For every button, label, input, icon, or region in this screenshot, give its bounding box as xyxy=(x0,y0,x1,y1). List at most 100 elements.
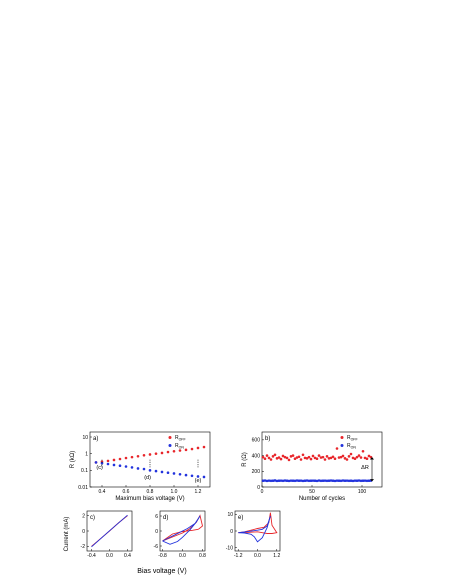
panel-label: d) xyxy=(163,515,168,521)
panel-e: -1.2 0.0 1.2 -10 0 10 e) xyxy=(226,510,280,559)
data-point-r-on xyxy=(184,473,188,477)
data-point-r-off xyxy=(341,454,345,458)
data-point-r-on xyxy=(305,479,309,482)
data-point-r-off xyxy=(166,450,170,454)
data-point-r-on xyxy=(359,479,363,483)
x-tick-label: -1.2 xyxy=(234,553,243,559)
panel-label: c) xyxy=(90,515,95,521)
data-point-r-on xyxy=(339,479,343,483)
legend-subscript: ON xyxy=(351,446,357,450)
data-point-r-off xyxy=(315,457,319,461)
data-point-r-on xyxy=(196,475,200,478)
y-tick-label: 200 xyxy=(252,469,261,475)
data-point-r-on xyxy=(307,479,311,483)
data-point-r-on xyxy=(295,479,299,482)
data-point-r-off xyxy=(333,457,337,461)
legend-label: RON xyxy=(175,443,184,450)
data-point-r-off xyxy=(351,456,355,460)
data-point-r-on xyxy=(351,479,355,483)
legend-marker xyxy=(168,436,172,439)
data-point-r-off xyxy=(124,456,128,460)
data-point-r-on xyxy=(172,472,176,475)
data-point-r-on xyxy=(291,479,295,483)
y-tick-label: 10 xyxy=(82,435,88,441)
data-point-r-on xyxy=(261,479,265,483)
data-point-r-off xyxy=(335,447,339,450)
data-point-r-off xyxy=(357,454,361,457)
x-tick-label: 0.0 xyxy=(106,553,113,559)
x-tick-label: 0.4 xyxy=(99,489,106,495)
y-axis-bottom-label: Current (mA) xyxy=(64,517,70,552)
data-point-r-off xyxy=(287,458,291,462)
data-point-r-off xyxy=(271,455,275,458)
data-point-r-on xyxy=(299,479,303,482)
data-point-r-on xyxy=(323,479,327,482)
data-point-r-on xyxy=(317,479,321,482)
legend-text: R xyxy=(347,435,351,441)
panel-label: b) xyxy=(265,436,270,442)
data-point-r-off xyxy=(263,457,267,461)
data-point-r-off xyxy=(269,458,273,461)
x-tick-label: 0.4 xyxy=(124,553,131,559)
data-point-r-off xyxy=(313,456,317,460)
data-point-r-off xyxy=(295,456,299,459)
data-point-r-off xyxy=(190,447,194,451)
data-point-r-on xyxy=(178,472,182,476)
data-point-r-on xyxy=(319,479,323,483)
data-point-r-on xyxy=(275,479,279,483)
y-tick-label: 0 xyxy=(257,485,260,491)
data-point-r-on xyxy=(337,479,341,483)
data-point-r-on xyxy=(335,479,339,482)
data-point-r-on xyxy=(124,465,128,468)
series-line xyxy=(91,514,128,548)
data-point-r-on xyxy=(301,479,305,483)
data-point-r-on xyxy=(331,479,335,483)
data-point-r-off xyxy=(178,449,182,452)
data-point-r-on xyxy=(277,479,281,483)
data-point-r-off xyxy=(305,457,309,460)
y-tick-label: 0 xyxy=(230,529,233,535)
x-tick-label: 1.2 xyxy=(273,553,280,559)
data-point-r-off xyxy=(285,456,289,460)
data-point-r-on xyxy=(160,470,164,474)
x-tick-label: 0 xyxy=(261,489,264,495)
legend-label: ROFF xyxy=(347,435,358,442)
panel-c: -0.4 0.0 0.4 -2 0 2 c) xyxy=(81,510,133,559)
data-point-r-off xyxy=(361,449,365,453)
data-point-r-off xyxy=(279,457,283,461)
data-point-r-off xyxy=(353,457,357,461)
data-point-r-off xyxy=(299,458,303,461)
data-point-r-off xyxy=(261,455,265,459)
panel-a: 0.4 0.6 0.8 1.0 1.2 0.01 0.1 1 10 Maximum bias vo… xyxy=(70,431,211,502)
data-point-r-off xyxy=(273,453,277,457)
data-point-r-off xyxy=(365,457,369,461)
data-point-r-off xyxy=(118,457,122,461)
data-point-r-off xyxy=(142,453,146,457)
data-point-r-off xyxy=(339,455,343,459)
data-point-r-off xyxy=(307,455,311,459)
annotation: (d) xyxy=(144,475,151,481)
annotation: (c) xyxy=(96,465,103,471)
data-point-r-on xyxy=(112,463,116,467)
data-point-r-off xyxy=(277,456,281,459)
data-point-r-on xyxy=(106,462,110,466)
x-axis-bottom-label: Bias voltage (V) xyxy=(137,568,186,575)
data-point-r-on xyxy=(166,471,170,475)
data-point-r-on xyxy=(263,479,267,482)
data-point-r-off xyxy=(293,457,297,461)
data-point-r-off xyxy=(345,458,349,461)
data-point-r-on xyxy=(361,479,365,483)
y-tick-label: 0.1 xyxy=(81,468,88,474)
data-point-r-on xyxy=(142,467,146,471)
data-point-r-off xyxy=(297,455,301,459)
data-point-r-on xyxy=(345,479,349,482)
x-axis-label: Number of cycles xyxy=(299,496,345,502)
panel-b: 0 50 100 0 200 400 600 Number of cycles R (Ω) b) Δ… xyxy=(242,431,383,502)
y-tick-label: 0 xyxy=(82,529,85,535)
data-point-r-off xyxy=(160,451,164,455)
panel-label: a) xyxy=(93,436,98,442)
data-point-r-on xyxy=(130,466,134,469)
arrow-head-down xyxy=(370,479,374,482)
panel-label: e) xyxy=(238,515,243,521)
data-point-r-off xyxy=(329,456,333,460)
